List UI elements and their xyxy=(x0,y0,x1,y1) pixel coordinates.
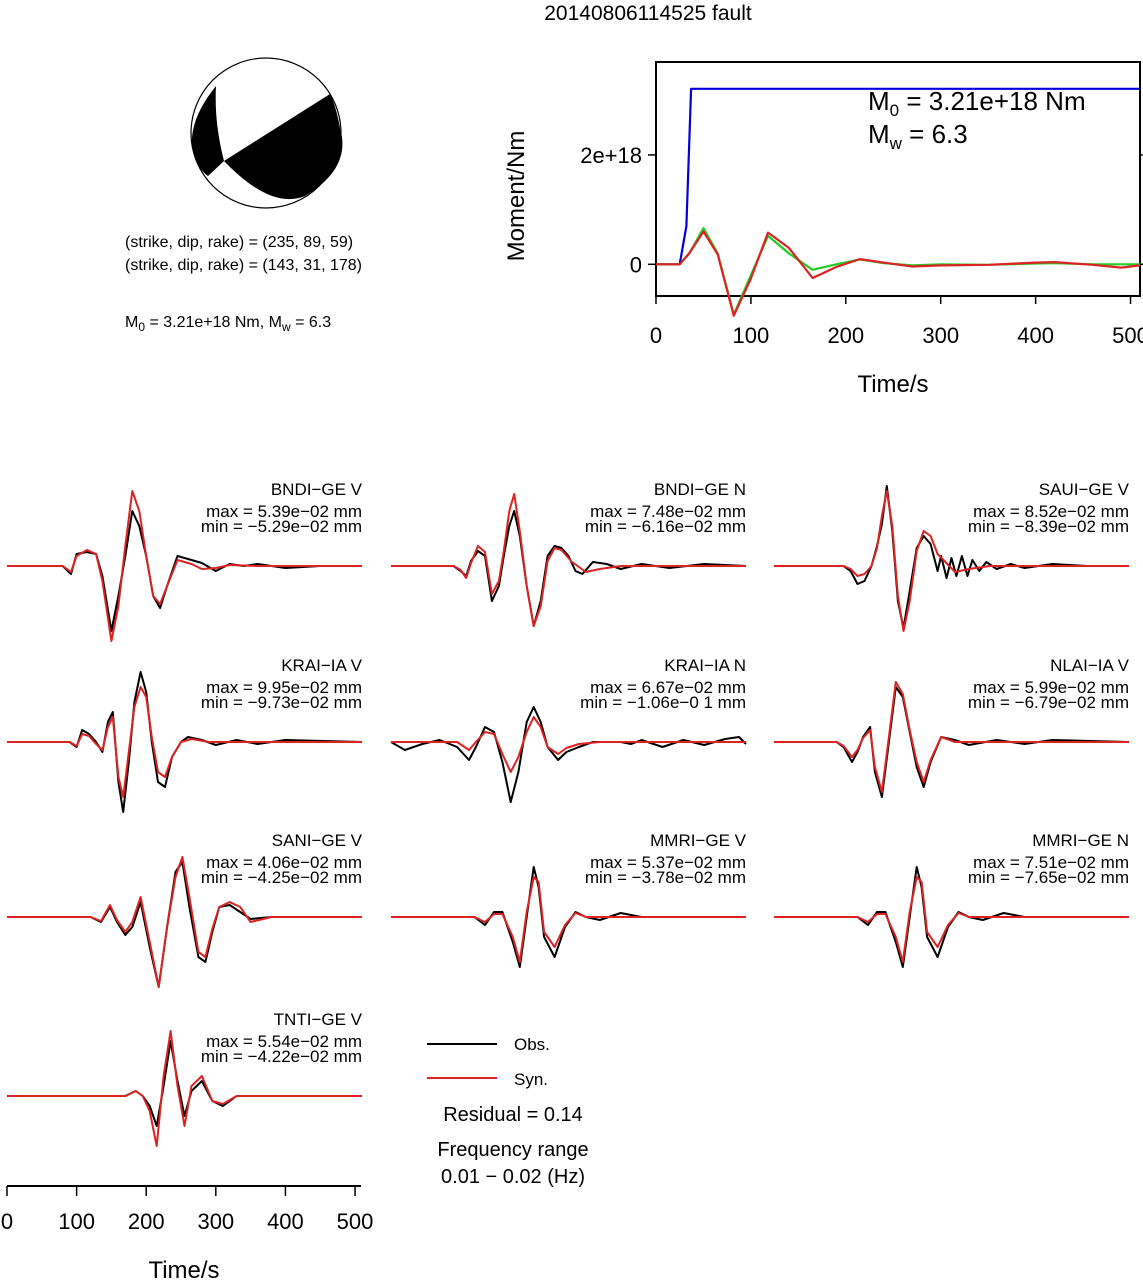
station-synthetic-trace xyxy=(7,856,362,988)
beachball-compression-right xyxy=(224,94,343,200)
moment-xtick-label: 100 xyxy=(733,323,770,348)
station-synthetic-trace xyxy=(774,876,1129,963)
station-name: MMRI−GE N xyxy=(1032,831,1129,850)
station-name: TNTI−GE V xyxy=(274,1010,363,1029)
moment-chart-frame xyxy=(655,61,1141,297)
legend-syn-label: Syn. xyxy=(514,1070,548,1089)
station-min: min = −1.06e−0 1 mm xyxy=(580,693,746,712)
station-name: KRAI−IA N xyxy=(664,656,746,675)
station-min: min = −9.73e−02 mm xyxy=(201,693,362,712)
beachball xyxy=(190,57,343,209)
station-name: BNDI−GE N xyxy=(654,480,746,499)
station-min: min = −4.25e−02 mm xyxy=(201,868,362,887)
station-synthetic-trace xyxy=(391,876,746,963)
station-synthetic-trace xyxy=(7,1030,362,1147)
frequency-range-value: 0.01 − 0.02 (Hz) xyxy=(441,1166,585,1188)
station-synthetic-trace xyxy=(7,686,362,798)
waveform-time-axis: Time/s 0 100 200 300 400 500 xyxy=(1,1185,374,1280)
moment-xlabel: Time/s xyxy=(857,371,928,398)
moment-ylabel: Moment/Nm xyxy=(503,131,530,262)
moment-annot-m0: M0 = 3.21e+18 Nm xyxy=(868,86,1086,120)
station-min: min = −3.78e−02 mm xyxy=(585,868,746,887)
station-synthetic-trace xyxy=(774,681,1129,793)
station-synthetic-trace xyxy=(391,493,746,627)
station-min: min = −5.29e−02 mm xyxy=(201,517,362,536)
station-max: max = 7.48e−02 mm xyxy=(590,502,746,521)
moment-ytick-label: 2e+18 xyxy=(580,143,642,168)
station-max: max = 5.54e−02 mm xyxy=(206,1032,362,1051)
station-max: max = 9.95e−02 mm xyxy=(206,678,362,697)
beachball-compression-left xyxy=(191,86,224,176)
legend-obs-label: Obs. xyxy=(514,1035,550,1054)
station-min: min = −7.65e−02 mm xyxy=(968,868,1129,887)
time-axis-tick-label: 500 xyxy=(337,1209,374,1234)
station-observed-trace xyxy=(7,671,363,813)
moment-chart: 0 100 200 300 400 500 0 2e+18 Time/s Moment/Nm… xyxy=(503,61,1143,398)
station-max: max = 8.52e−02 mm xyxy=(973,502,1129,521)
time-axis-tick-label: 200 xyxy=(128,1209,165,1234)
station-max: max = 5.99e−02 mm xyxy=(973,678,1129,697)
moment-rate-green-line xyxy=(656,227,1140,316)
station-min: min = −6.79e−02 mm xyxy=(968,693,1129,712)
legend: Obs. Syn. xyxy=(427,1035,550,1089)
station-max: max = 5.37e−02 mm xyxy=(590,853,746,872)
moment-xtick-label: 500 xyxy=(1112,323,1143,348)
station-name: SANI−GE V xyxy=(272,831,363,850)
station-name: KRAI−IA V xyxy=(281,656,362,675)
frequency-range-label: Frequency range xyxy=(437,1139,588,1161)
station-synthetic-trace xyxy=(7,490,362,642)
moment-annot-mw: Mw = 6.3 xyxy=(868,119,968,153)
moment-ytick-label: 0 xyxy=(630,252,642,277)
station-name: SAUI−GE V xyxy=(1039,480,1130,499)
moment-xtick-label: 0 xyxy=(650,323,662,348)
moment-xtick-label: 400 xyxy=(1017,323,1054,348)
time-axis-tick-label: 0 xyxy=(1,1209,13,1234)
time-axis-tick-label: 300 xyxy=(197,1209,234,1234)
station-max: max = 4.06e−02 mm xyxy=(206,853,362,872)
station-max: max = 7.51e−02 mm xyxy=(973,853,1129,872)
station-min: min = −6.16e−02 mm xyxy=(585,517,746,536)
moment-xtick-label: 200 xyxy=(827,323,864,348)
station-synthetic-trace xyxy=(391,716,746,773)
mechanism-info: (strike, dip, rake) = (235, 89, 59) (str… xyxy=(125,234,362,334)
station-name: MMRI−GE V xyxy=(650,831,747,850)
figure-title: 20140806114525 fault xyxy=(544,2,752,25)
station-synthetic-trace xyxy=(774,490,1129,632)
station-observed-trace xyxy=(390,706,747,803)
station-min: min = −8.39e−02 mm xyxy=(968,517,1129,536)
moment-rate-red-line xyxy=(656,230,1141,317)
station-max: max = 5.39e−02 mm xyxy=(206,502,362,521)
time-axis-tick-label: 400 xyxy=(267,1209,304,1234)
station-name: NLAI−IA V xyxy=(1050,656,1130,675)
time-axis-tick-label: 100 xyxy=(58,1209,95,1234)
station-min: min = −4.22e−02 mm xyxy=(201,1047,362,1066)
plane-1-label: (strike, dip, rake) = (235, 89, 59) xyxy=(125,234,353,251)
station-name: BNDI−GE V xyxy=(271,480,363,499)
station-max: max = 6.67e−02 mm xyxy=(590,678,746,697)
residual-label: Residual = 0.14 xyxy=(443,1104,583,1126)
time-axis-label: Time/s xyxy=(148,1257,219,1280)
moment-xtick-label: 300 xyxy=(922,323,959,348)
moment-line: M0 = 3.21e+18 Nm, Mw = 6.3 xyxy=(125,314,331,334)
plane-2-label: (strike, dip, rake) = (143, 31, 178) xyxy=(125,257,362,274)
